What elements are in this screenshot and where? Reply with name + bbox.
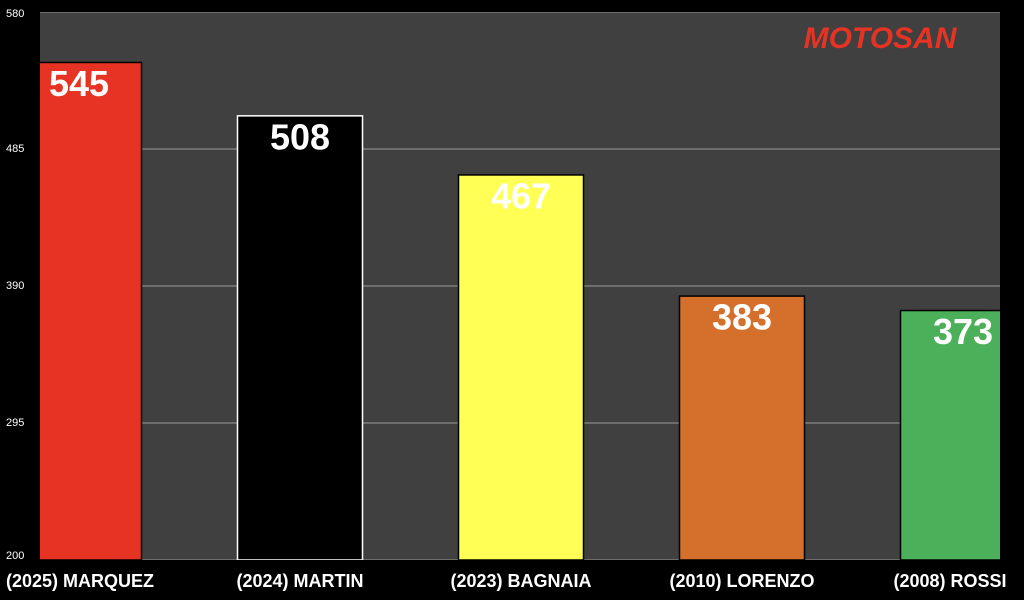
value-label: 467 (491, 175, 551, 216)
value-label: 508 (270, 116, 330, 157)
bar (236, 115, 364, 560)
x-tick-label: (2025) MARQUEZ (6, 571, 154, 591)
y-tick-label: 580 (6, 8, 24, 20)
watermark: MOTOSAN (804, 22, 958, 55)
x-tick-label: (2010) LORENZO (669, 571, 814, 591)
value-label: 373 (933, 311, 993, 352)
bar (40, 61, 143, 560)
bar (899, 309, 1000, 560)
x-tick-label: (2023) BAGNAIA (450, 571, 591, 591)
y-tick-label: 200 (6, 550, 24, 562)
y-tick-label: 295 (6, 417, 24, 429)
value-label: 545 (49, 63, 109, 104)
x-tick-label: (2008) ROSSI (893, 571, 1006, 591)
bars (40, 12, 1000, 560)
value-label: 383 (712, 297, 772, 338)
y-tick-label: 390 (6, 280, 24, 292)
y-tick-label: 485 (6, 143, 24, 155)
bar (678, 295, 806, 560)
x-tick-label: (2024) MARTIN (236, 571, 363, 591)
bar (457, 174, 585, 560)
